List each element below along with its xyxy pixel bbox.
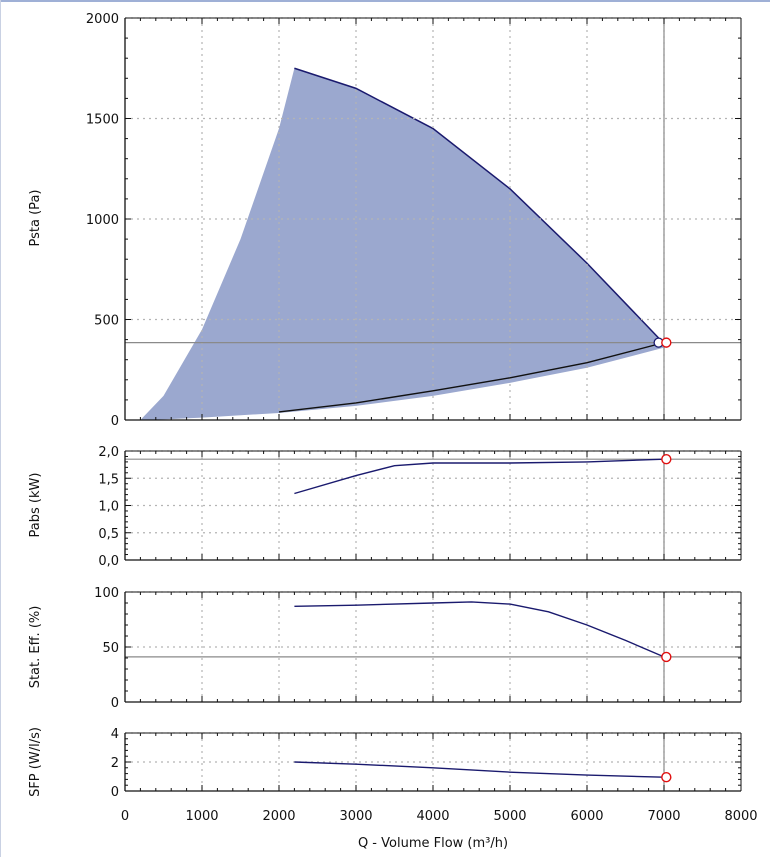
y-axis-label: SFP (W/l/s) [28,727,43,797]
x-tick-label: 6000 [570,809,603,824]
y-tick-label: 0,5 [98,527,119,542]
panel-pabs: 0,0 0,5 1,0 1,5 2,0 Pabs (kW) [28,445,742,569]
x-tick-label: 1000 [185,809,218,824]
max-pressure-curve [294,67,665,345]
operating-point-marker [661,651,672,663]
panel-psta: 0 500 1000 1500 2000 Psta (Pa) [28,12,742,429]
x-tick-label: 7000 [647,809,680,824]
top-border [0,0,770,2]
y-tick-label: 1,0 [98,500,119,515]
y-tick-label: 1000 [86,213,119,228]
y-tick-label: 100 [94,586,119,601]
y-axis-label: Pabs (kW) [28,473,43,538]
operating-range-area [140,68,664,420]
x-axis-label: Q - Volume Flow (m³/h) [358,836,508,851]
eff-curve [294,601,665,658]
pabs-curve [294,458,665,495]
y-tick-label: 50 [102,641,119,656]
x-tick-label: 8000 [724,809,757,824]
y-axis-label: Psta (Pa) [28,190,43,247]
y-tick-label: 2000 [86,12,119,27]
y-tick-label: 0 [111,414,119,429]
operating-point-marker [661,337,672,348]
sfp-curve [294,761,665,778]
y-tick-label: 2,0 [98,445,119,460]
x-tick-label: 0 [121,809,129,824]
y-tick-label: 0,0 [98,554,119,569]
panel-eff: 0 50 100 Stat. Eff. (%) [28,586,742,711]
operating-point-marker [661,453,672,465]
y-tick-label: 2 [111,756,119,771]
y-tick-label: 1,5 [98,472,119,487]
y-tick-label: 500 [94,314,119,329]
operating-point-marker [661,772,672,783]
x-tick-label: 4000 [416,809,449,824]
y-tick-label: 1500 [86,113,119,128]
system-curve [278,342,661,413]
y-tick-label: 0 [111,785,119,800]
x-tick-label: 5000 [493,809,526,824]
y-axis-label: Stat. Eff. (%) [28,606,43,689]
x-tick-label: 2000 [262,809,295,824]
left-border [0,0,1,857]
x-tick-label: 3000 [339,809,372,824]
panel-sfp: 0 2 4 SFP (W/l/s) [28,727,742,800]
y-tick-label: 4 [111,727,119,742]
y-tick-label: 0 [111,696,119,711]
